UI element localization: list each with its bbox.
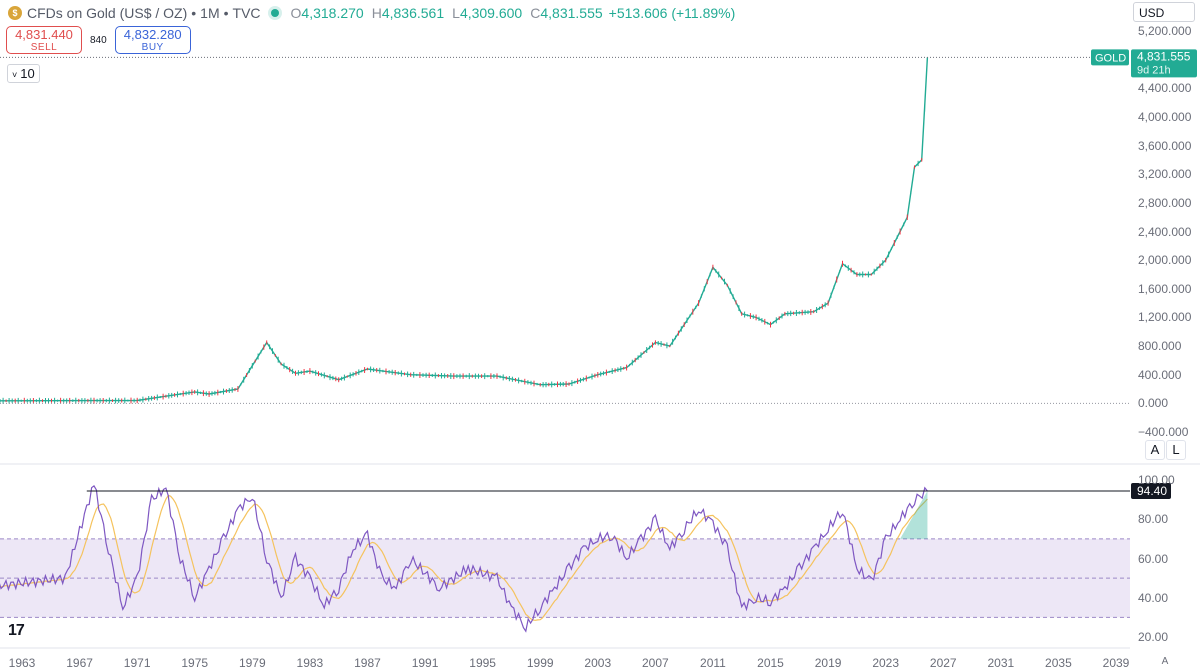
- rsi-axis-tick: 40.00: [1138, 590, 1169, 605]
- rsi-axis-tick: 60.00: [1138, 551, 1169, 566]
- last-price-tag-bg: [1131, 49, 1197, 78]
- time-axis-tick: 2031: [987, 656, 1015, 670]
- change-value: +513.606 (+11.89%): [608, 5, 736, 21]
- symbol-name[interactable]: CFDs on Gold (US$ / OZ): [27, 5, 188, 21]
- price-axis-tick: 2,800.000: [1138, 195, 1192, 210]
- price-axis-tick: 3,600.000: [1138, 138, 1192, 153]
- price-axis-tick: 1,600.000: [1138, 281, 1192, 296]
- price-axis-tick: −400.000: [1138, 425, 1189, 439]
- price-axis-tick: 2,400.000: [1138, 224, 1192, 239]
- spread-value: 840: [90, 34, 107, 46]
- sell-button[interactable]: 4,831.440 SELL: [6, 26, 82, 54]
- buy-price: 4,832.280: [123, 27, 182, 42]
- separator-dot: •: [191, 5, 197, 21]
- last-price-tag: 4,831.555: [1137, 49, 1191, 63]
- time-axis-tick: 2003: [584, 656, 612, 670]
- auto-scale-button[interactable]: A: [1145, 440, 1165, 460]
- sell-label: SELL: [30, 42, 58, 53]
- rsi-axis-tick: 20.00: [1138, 630, 1169, 644]
- time-axis-tick: 1963: [8, 656, 36, 670]
- time-axis-tick: 1971: [123, 656, 151, 670]
- rsi-axis-tick: 100.00: [1138, 473, 1175, 487]
- interval-label[interactable]: 1M: [200, 5, 220, 21]
- rsi-current-tag-bg: [1131, 482, 1171, 499]
- source-label: TVC: [232, 5, 261, 21]
- time-axis-tick: 1975: [181, 656, 209, 670]
- separator-dot: •: [223, 5, 229, 21]
- time-axis-tick: 1983: [296, 656, 324, 670]
- time-axis-tick: 1995: [469, 656, 496, 670]
- time-axis-tick: 2039: [1102, 656, 1130, 670]
- low-value: 4,309.600: [459, 5, 523, 21]
- close-value: 4,831.555: [540, 5, 603, 21]
- time-axis-auto-button[interactable]: A: [1161, 656, 1169, 667]
- buy-label: BUY: [141, 42, 164, 53]
- time-axis-tick: 1999: [526, 656, 554, 670]
- tradingview-logo: 17: [8, 622, 25, 639]
- price-axis-tick: 800.000: [1138, 339, 1182, 354]
- time-axis-tick: 1967: [66, 656, 93, 670]
- time-axis-tick: 2015: [757, 656, 784, 670]
- time-axis-tick: 2019: [814, 656, 842, 670]
- price-axis-tick: 5,200.000: [1138, 24, 1192, 38]
- time-axis-tick: 2035: [1045, 656, 1072, 670]
- buy-button[interactable]: 4,832.280 BUY: [114, 26, 191, 54]
- rsi-line: [0, 485, 928, 633]
- rsi-current-tag: 94.40: [1137, 484, 1167, 498]
- countdown-tag: 9d 21h: [1137, 64, 1171, 76]
- time-axis-tick: 2023: [872, 656, 900, 670]
- time-axis-tick: 2027: [929, 656, 957, 670]
- symbol-tag-bg: [1091, 49, 1129, 66]
- log-scale-button[interactable]: L: [1166, 440, 1186, 460]
- price-series-line: [0, 57, 929, 402]
- rsi-overbought-fill: [900, 490, 928, 539]
- indicator-count: 10: [20, 66, 35, 81]
- price-axis-tick: 0.000: [1138, 396, 1169, 411]
- price-axis-tick: 4,000.000: [1138, 109, 1192, 124]
- time-axis-tick: 1987: [354, 656, 381, 670]
- price-axis-tick: 2,000.000: [1138, 253, 1192, 268]
- indicators-toggle[interactable]: ˅ 10: [7, 64, 40, 83]
- time-axis-tick: 1979: [238, 656, 266, 670]
- currency-selector[interactable]: USD: [1133, 2, 1195, 22]
- symbol-tag: GOLD: [1095, 52, 1126, 64]
- market-status-dot[interactable]: [270, 9, 279, 17]
- price-axis-tick: 3,200.000: [1138, 167, 1192, 182]
- price-axis-tick: 4,400.000: [1138, 81, 1192, 96]
- open-key: O: [290, 5, 302, 21]
- price-axis-tick: 1,200.000: [1138, 310, 1192, 325]
- time-axis-tick: 1991: [411, 656, 439, 670]
- sell-price: 4,831.440: [15, 27, 73, 42]
- high-value: 4,836.561: [381, 5, 445, 21]
- open-value: 4,318.270: [301, 5, 364, 21]
- low-key: L: [452, 5, 460, 21]
- gold-coin-icon: $: [8, 6, 22, 20]
- price-axis-tick: 400.000: [1138, 367, 1182, 382]
- rsi-axis-tick: 80.00: [1138, 512, 1169, 527]
- symbol-legend: $ CFDs on Gold (US$ / OZ) • 1M • TVC O 4,…: [0, 0, 1130, 26]
- time-axis-tick: 2007: [642, 656, 669, 670]
- trade-panel: 4,831.440 SELL 840 4,832.280 BUY: [6, 26, 191, 54]
- close-key: C: [530, 5, 541, 21]
- high-key: H: [371, 5, 382, 21]
- chevron-down-icon: ˅: [12, 70, 18, 80]
- time-axis-tick: 2011: [700, 656, 726, 670]
